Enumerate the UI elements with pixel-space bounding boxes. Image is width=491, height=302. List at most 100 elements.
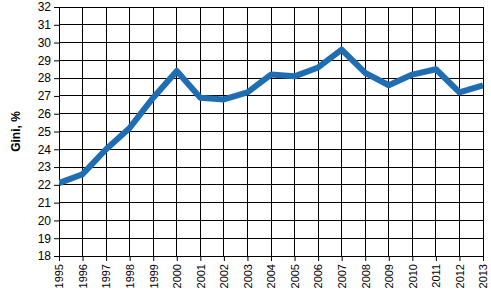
x-tick-label: 2005 (289, 264, 301, 288)
y-tick-mark (54, 43, 59, 44)
x-tick-label: 2001 (195, 264, 207, 288)
x-tick: 2006 (312, 256, 324, 288)
grid-line (82, 7, 83, 256)
y-tick-mark (54, 7, 59, 8)
x-tick-mark (483, 256, 484, 261)
y-tick-label: 20 (38, 214, 52, 228)
y-tick-mark (54, 60, 59, 61)
y-tick-label: 31 (38, 18, 52, 32)
grid-line (223, 7, 224, 256)
grid-line (365, 7, 366, 256)
grid-line (200, 7, 201, 256)
x-tick: 2003 (242, 256, 254, 288)
grid-line (459, 7, 460, 256)
y-tick: 18 (38, 249, 59, 263)
y-tick-mark (54, 96, 59, 97)
x-tick: 1997 (100, 256, 112, 288)
y-tick-mark (54, 203, 59, 204)
y-tick-label: 22 (38, 178, 52, 192)
x-tick-mark (83, 256, 84, 261)
y-tick-mark (54, 238, 59, 239)
x-tick-label: 2007 (336, 264, 348, 288)
x-tick-mark (177, 256, 178, 261)
y-tick-mark (54, 149, 59, 150)
x-tick-label: 2002 (218, 264, 230, 288)
y-tick: 28 (38, 71, 59, 85)
y-tick-mark (54, 114, 59, 115)
x-tick-mark (106, 256, 107, 261)
x-tick: 1998 (124, 256, 136, 288)
x-tick-label: 2012 (454, 264, 466, 288)
x-tick: 2004 (265, 256, 277, 288)
y-tick-mark (54, 256, 59, 257)
y-tick-label: 24 (38, 143, 52, 157)
y-tick: 26 (38, 107, 59, 121)
x-tick-label: 2009 (383, 264, 395, 288)
grid-line (271, 7, 272, 256)
y-tick-label: 21 (38, 196, 52, 210)
x-tick-mark (389, 256, 390, 261)
y-tick-label: 18 (38, 249, 52, 263)
plot: 1819202122232425262728293031321995199619… (38, 0, 490, 288)
line (59, 50, 483, 183)
x-tick: 2007 (336, 256, 348, 288)
y-tick: 24 (38, 143, 59, 157)
y-tick-label: 27 (38, 89, 52, 103)
x-tick: 2000 (171, 256, 183, 288)
x-tick-label: 2008 (360, 264, 372, 288)
x-tick: 2002 (218, 256, 230, 288)
y-tick-label: 19 (38, 232, 52, 246)
y-tick-mark (54, 78, 59, 79)
x-tick-mark (365, 256, 366, 261)
y-tick: 27 (38, 89, 59, 103)
x-tick-mark (295, 256, 296, 261)
x-tick-mark (59, 256, 60, 261)
x-axis-line (60, 257, 484, 262)
x-tick-label: 2000 (171, 264, 183, 288)
y-tick-mark (54, 25, 59, 26)
x-tick-label: 1996 (77, 264, 89, 288)
x-tick-mark (153, 256, 154, 261)
x-tick-mark (436, 256, 437, 261)
y-tick-mark (54, 220, 59, 221)
x-tick-mark (342, 256, 343, 261)
y-tick: 25 (38, 125, 59, 139)
x-tick-label: 2013 (477, 264, 489, 288)
grid-line (106, 7, 107, 256)
grid-line (247, 7, 248, 256)
x-tick-mark (412, 256, 413, 261)
y-tick-mark (54, 167, 59, 168)
x-tick: 2012 (454, 256, 466, 288)
grid-line (341, 7, 342, 256)
series (59, 50, 483, 183)
y-tick: 30 (38, 36, 59, 50)
x-tick-label: 2004 (265, 264, 277, 288)
grid-line (435, 7, 436, 256)
y-axis: 18 19 20 21 22 23 24 25 26 27 28 29 30 31 32 (38, 0, 60, 263)
y-tick-label: 30 (38, 36, 52, 50)
grid-line (176, 7, 177, 256)
x-tick-label: 2011 (430, 264, 442, 288)
x-tick: 1996 (77, 256, 89, 288)
y-tick: 20 (38, 214, 59, 228)
grid-line (388, 7, 389, 256)
x-tick-label: 1999 (148, 264, 160, 288)
grid-line (318, 7, 319, 256)
grid-line (294, 7, 295, 256)
y-tick: 32 (38, 0, 59, 14)
y-tick-label: 29 (38, 54, 52, 68)
x-tick-label: 1997 (100, 264, 112, 288)
x-tick-label: 2010 (407, 264, 419, 288)
plot-frame (59, 7, 483, 256)
x-tick-mark (459, 256, 460, 261)
x-tick: 1999 (148, 256, 160, 288)
y-axis-line (54, 8, 60, 257)
y-tick-mark (54, 132, 59, 133)
y-tick-label: 25 (38, 125, 52, 139)
grid (59, 7, 483, 256)
x-tick: 2013 (477, 256, 489, 288)
x-tick-mark (224, 256, 225, 261)
y-tick: 23 (38, 160, 59, 174)
y-tick: 21 (38, 196, 59, 210)
x-tick-mark (271, 256, 272, 261)
